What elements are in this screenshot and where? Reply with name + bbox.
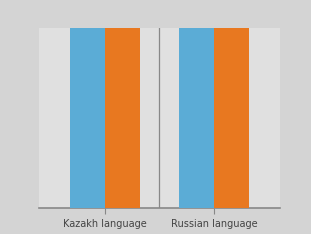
Bar [214,0,249,208]
Bar [104,0,140,208]
Bar [70,0,104,208]
Bar [179,0,214,208]
